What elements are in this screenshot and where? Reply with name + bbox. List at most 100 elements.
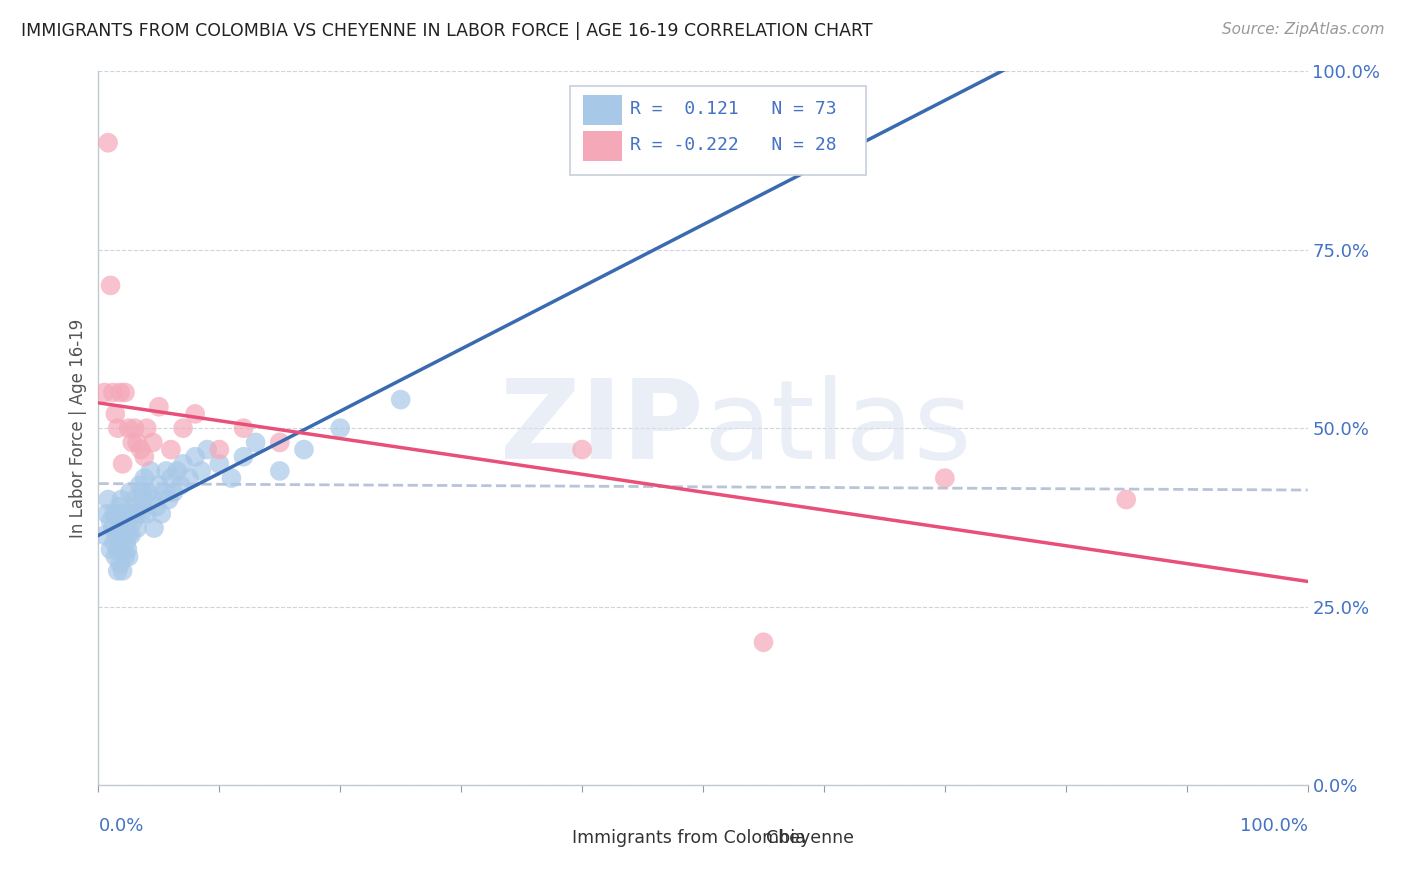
Point — [129, 442, 152, 457]
FancyBboxPatch shape — [526, 825, 564, 851]
Point — [108, 521, 131, 535]
Point — [389, 392, 412, 407]
Point — [118, 485, 141, 500]
Point — [208, 442, 231, 457]
Point — [110, 492, 132, 507]
Point — [127, 500, 149, 514]
Point — [104, 407, 127, 421]
Text: atlas: atlas — [703, 375, 972, 482]
Point — [184, 450, 207, 464]
Point — [131, 485, 153, 500]
Point — [111, 542, 134, 557]
Point — [105, 507, 128, 521]
Point — [269, 435, 291, 450]
Point — [115, 514, 138, 528]
Point — [121, 507, 143, 521]
Point — [105, 528, 128, 542]
Point — [103, 535, 125, 549]
Point — [104, 549, 127, 564]
Point — [245, 435, 267, 450]
Point — [118, 507, 141, 521]
Point — [112, 507, 135, 521]
Point — [172, 421, 194, 435]
Point — [128, 478, 150, 492]
Point — [190, 464, 212, 478]
Text: 0.0%: 0.0% — [98, 817, 143, 835]
Point — [115, 535, 138, 549]
Point — [110, 514, 132, 528]
Point — [157, 492, 180, 507]
Point — [172, 457, 194, 471]
Point — [108, 500, 131, 514]
Text: 100.0%: 100.0% — [1240, 817, 1308, 835]
Text: Cheyenne: Cheyenne — [766, 829, 853, 847]
Point — [108, 385, 131, 400]
Point — [135, 421, 157, 435]
Point — [162, 485, 184, 500]
Point — [124, 492, 146, 507]
Point — [93, 528, 115, 542]
Point — [97, 136, 120, 150]
Point — [111, 564, 134, 578]
Point — [122, 514, 145, 528]
Point — [103, 507, 125, 521]
Point — [129, 507, 152, 521]
Point — [118, 549, 141, 564]
Point — [111, 457, 134, 471]
Point — [107, 542, 129, 557]
Point — [232, 450, 254, 464]
Point — [179, 471, 201, 485]
Point — [101, 385, 124, 400]
Point — [108, 535, 131, 549]
FancyBboxPatch shape — [583, 95, 621, 125]
Text: Source: ZipAtlas.com: Source: ZipAtlas.com — [1222, 22, 1385, 37]
Point — [118, 528, 141, 542]
Point — [208, 457, 231, 471]
Point — [124, 421, 146, 435]
Point — [160, 442, 183, 457]
Point — [329, 421, 352, 435]
Point — [148, 478, 170, 492]
Point — [114, 549, 136, 564]
Point — [148, 400, 170, 414]
Point — [107, 421, 129, 435]
Point — [134, 471, 156, 485]
Point — [934, 471, 956, 485]
Point — [125, 507, 148, 521]
Point — [195, 442, 218, 457]
Point — [101, 521, 124, 535]
Point — [232, 421, 254, 435]
Point — [143, 521, 166, 535]
Point — [152, 485, 174, 500]
Point — [117, 542, 139, 557]
Point — [93, 385, 115, 400]
Text: R = -0.222   N = 28: R = -0.222 N = 28 — [630, 136, 837, 153]
Point — [97, 492, 120, 507]
Point — [114, 385, 136, 400]
FancyBboxPatch shape — [718, 825, 758, 851]
Point — [135, 507, 157, 521]
Point — [221, 471, 243, 485]
Point — [117, 521, 139, 535]
Point — [1115, 492, 1137, 507]
Point — [120, 528, 142, 542]
Point — [121, 435, 143, 450]
Point — [118, 421, 141, 435]
Point — [150, 507, 173, 521]
Point — [100, 278, 122, 293]
Point — [571, 442, 593, 457]
Point — [160, 471, 183, 485]
Text: ZIP: ZIP — [499, 375, 703, 482]
Point — [96, 507, 118, 521]
FancyBboxPatch shape — [583, 130, 621, 161]
Point — [100, 542, 122, 557]
Point — [108, 557, 131, 571]
Point — [292, 442, 315, 457]
Point — [114, 528, 136, 542]
Text: Immigrants from Colombia: Immigrants from Colombia — [572, 829, 806, 847]
Point — [142, 435, 165, 450]
Point — [155, 464, 177, 478]
Point — [107, 564, 129, 578]
Point — [134, 450, 156, 464]
Point — [184, 407, 207, 421]
